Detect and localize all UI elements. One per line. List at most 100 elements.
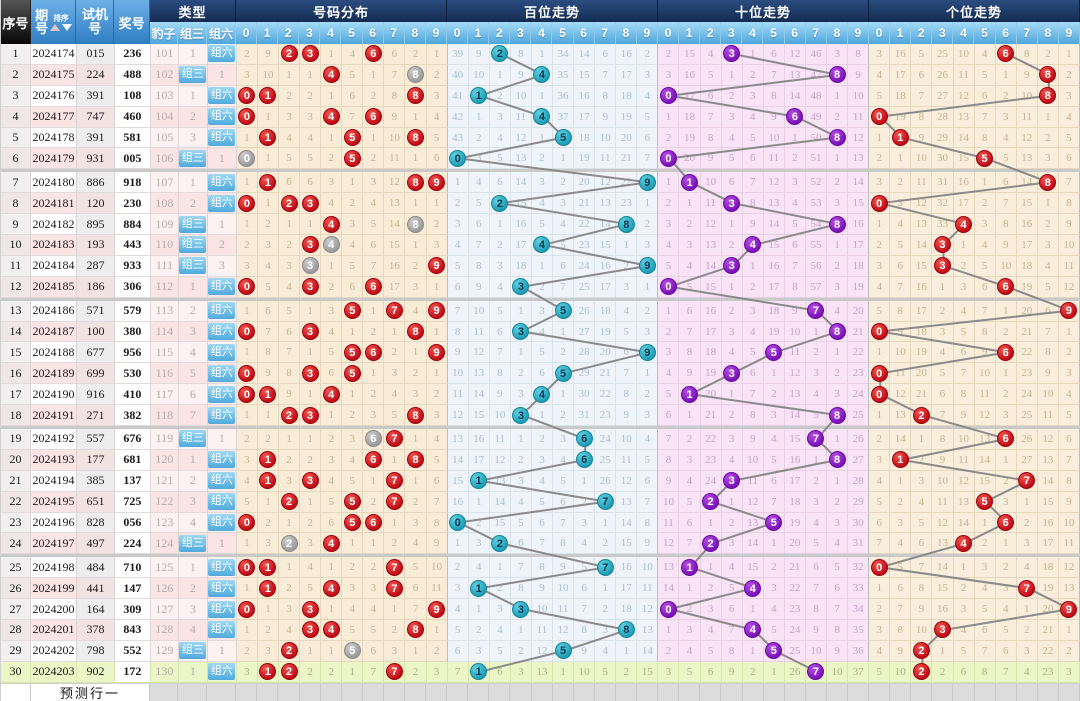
- prediction-input-cell[interactable]: [236, 683, 258, 701]
- hund-cell: 15: [468, 405, 490, 427]
- prediction-input-cell[interactable]: [847, 683, 870, 701]
- prediction-input-cell[interactable]: [573, 683, 595, 701]
- prediction-input-cell[interactable]: [1016, 683, 1038, 701]
- prediction-input-cell[interactable]: [826, 683, 848, 701]
- prediction-input-cell[interactable]: [489, 683, 511, 701]
- prediction-input-cell[interactable]: [742, 683, 764, 701]
- prediction-input-cell[interactable]: [658, 683, 680, 701]
- dist-cell: 4: [279, 276, 301, 298]
- hund-cell: 2: [510, 449, 532, 471]
- dist-cell: 9: [257, 363, 279, 385]
- prediction-input-cell[interactable]: [784, 683, 806, 701]
- zusan-cell: 2: [178, 106, 208, 128]
- prediction-input-cell[interactable]: [468, 683, 490, 701]
- dist-cell: 3: [321, 449, 343, 471]
- units-cell: 4: [869, 64, 891, 86]
- units-cell: 7: [890, 599, 912, 621]
- number-ball: 5: [976, 493, 994, 511]
- prediction-input-cell[interactable]: [805, 683, 827, 701]
- dist-cell: 1: [300, 640, 322, 662]
- digit-header-units-0: 0: [869, 22, 891, 44]
- prediction-input-cell[interactable]: [637, 683, 659, 701]
- prediction-input-cell[interactable]: [320, 683, 342, 701]
- prediction-input-cell[interactable]: [362, 683, 384, 701]
- dist-cell: 4: [321, 214, 343, 236]
- prediction-input-cell[interactable]: [447, 683, 469, 701]
- prediction-input-cell[interactable]: [890, 683, 912, 701]
- baozi-miss-cell: 114: [150, 321, 179, 343]
- dist-cell: 5: [342, 512, 364, 534]
- tens-cell: 22: [784, 578, 806, 600]
- tens-cell: 9: [742, 214, 764, 236]
- prediction-input-cell[interactable]: [1058, 683, 1080, 701]
- prediction-input-cell[interactable]: [615, 683, 638, 701]
- prediction-input-cell[interactable]: [405, 683, 427, 701]
- prediction-input-cell[interactable]: [383, 683, 405, 701]
- dist-cell: 0: [236, 599, 258, 621]
- prediction-input-cell[interactable]: [341, 683, 363, 701]
- units-cell: 7: [1016, 578, 1038, 600]
- prediction-input-cell[interactable]: [763, 683, 785, 701]
- prediction-input-cell[interactable]: [278, 683, 300, 701]
- dist-cell: 8: [405, 321, 427, 343]
- units-cell: 6: [974, 276, 996, 298]
- zusan-cell: 2: [178, 470, 208, 492]
- zusan-cell: 组三: [178, 148, 208, 170]
- hund-cell: 3: [637, 64, 659, 86]
- prediction-input-cell[interactable]: [426, 683, 448, 701]
- prediction-input-cell[interactable]: [953, 683, 975, 701]
- prediction-input-cell[interactable]: [995, 683, 1017, 701]
- prediction-input-cell[interactable]: [531, 683, 553, 701]
- hund-cell: 25: [595, 449, 617, 471]
- prediction-input-cell[interactable]: [679, 683, 701, 701]
- units-cell: 18: [911, 321, 933, 343]
- tens-cell: 0: [658, 85, 680, 107]
- prediction-input-cell[interactable]: [510, 683, 532, 701]
- prediction-input-cell[interactable]: [552, 683, 574, 701]
- dist-cell: 5: [257, 276, 279, 298]
- prediction-input-cell[interactable]: [932, 683, 954, 701]
- hund-cell: 2: [616, 255, 638, 277]
- test-number-cell: 916: [76, 384, 115, 406]
- prediction-input-cell[interactable]: [974, 683, 996, 701]
- number-ball: 2: [491, 534, 509, 552]
- hund-cell: 5: [489, 640, 511, 662]
- zuliu-hit-badge: 组六: [208, 385, 236, 403]
- tens-cell: 0: [658, 276, 680, 298]
- hund-cell: 1: [595, 578, 617, 600]
- units-cell: 26: [932, 64, 954, 86]
- units-cell: 29: [932, 127, 954, 149]
- units-cell: 27: [932, 85, 954, 107]
- sort-asc-icon[interactable]: [50, 23, 61, 31]
- hund-cell: 9: [489, 384, 511, 406]
- number-ball: 2: [280, 406, 298, 424]
- dist-cell: 0: [236, 363, 258, 385]
- hund-cell: 3: [510, 661, 532, 683]
- prediction-input-cell[interactable]: [257, 683, 279, 701]
- prediction-input-cell[interactable]: [700, 683, 722, 701]
- prediction-input-cell[interactable]: [721, 683, 743, 701]
- prediction-input-cell[interactable]: [299, 683, 321, 701]
- sort-desc-icon[interactable]: [62, 23, 73, 31]
- dist-cell: 2: [257, 620, 279, 641]
- hund-cell: 15: [447, 470, 469, 492]
- prediction-input-cell[interactable]: [869, 683, 891, 701]
- tens-cell: 3: [721, 106, 743, 128]
- zuliu-cell: 1: [207, 429, 237, 450]
- digit-header-tens-4: 4: [742, 22, 764, 44]
- hund-cell: 2: [553, 172, 575, 194]
- number-ball: 4: [744, 579, 762, 597]
- prediction-input-cell[interactable]: [594, 683, 616, 701]
- units-cell: 4: [1058, 384, 1080, 406]
- units-cell: 15: [1016, 193, 1038, 215]
- header-period[interactable]: 期号 排序: [30, 0, 77, 44]
- hund-cell: 6: [531, 363, 554, 385]
- prediction-input-cell[interactable]: [1037, 683, 1059, 701]
- prediction-input-cell[interactable]: [911, 683, 933, 701]
- tens-cell: 3: [721, 193, 743, 215]
- hund-cell: 16: [616, 44, 638, 65]
- units-cell: 2: [995, 470, 1017, 492]
- units-cell: 6: [1058, 148, 1080, 170]
- units-cell: 6: [890, 578, 912, 600]
- number-ball: 9: [638, 343, 656, 361]
